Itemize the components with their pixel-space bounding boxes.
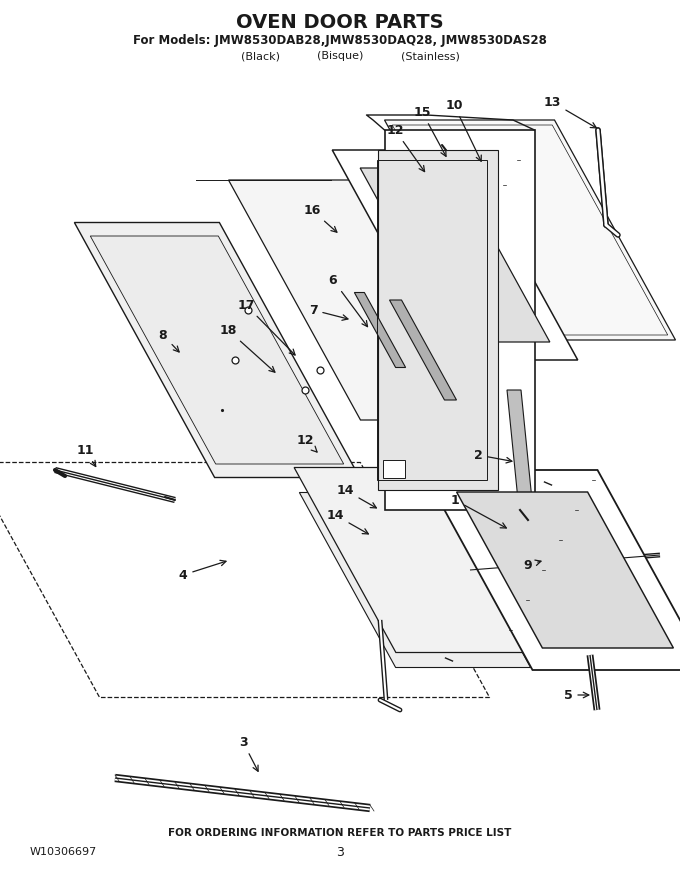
Text: 18: 18: [220, 324, 275, 372]
Polygon shape: [390, 300, 456, 400]
Polygon shape: [90, 236, 343, 464]
Text: 9: 9: [524, 559, 541, 571]
Text: (Black): (Black): [241, 51, 280, 61]
Polygon shape: [333, 150, 578, 360]
Polygon shape: [354, 292, 406, 368]
Text: 4: 4: [179, 561, 226, 582]
Text: 8: 8: [158, 328, 179, 352]
Text: 14: 14: [336, 483, 376, 508]
Polygon shape: [384, 130, 534, 510]
Text: 3: 3: [239, 736, 258, 771]
Text: (Bisque): (Bisque): [317, 51, 363, 61]
Text: 14: 14: [326, 509, 369, 534]
Polygon shape: [507, 390, 533, 510]
Text: 1: 1: [451, 494, 507, 528]
Polygon shape: [392, 125, 668, 335]
Text: 15: 15: [413, 106, 446, 157]
Text: 12: 12: [386, 123, 424, 172]
Text: FOR ORDERING INFORMATION REFER TO PARTS PRICE LIST: FOR ORDERING INFORMATION REFER TO PARTS …: [169, 828, 511, 838]
Polygon shape: [299, 493, 530, 668]
Polygon shape: [384, 120, 675, 340]
Text: 16: 16: [303, 203, 337, 232]
Text: 17: 17: [237, 298, 295, 355]
Bar: [382, 460, 405, 478]
Text: For Models: JMW8530DAB28,JMW8530DAQ28, JMW8530DAS28: For Models: JMW8530DAB28,JMW8530DAQ28, J…: [133, 33, 547, 47]
Text: 13: 13: [543, 96, 596, 128]
Polygon shape: [74, 223, 360, 478]
Polygon shape: [377, 150, 498, 490]
Text: 2: 2: [474, 449, 512, 463]
Text: 6: 6: [328, 274, 367, 326]
Text: 5: 5: [564, 688, 589, 701]
Text: 11: 11: [76, 444, 96, 466]
Text: 7: 7: [309, 304, 348, 320]
Polygon shape: [294, 467, 536, 652]
Polygon shape: [360, 168, 550, 342]
Text: 3: 3: [336, 846, 344, 859]
Polygon shape: [422, 470, 680, 670]
Text: OVEN DOOR PARTS: OVEN DOOR PARTS: [236, 12, 444, 32]
Polygon shape: [456, 492, 673, 648]
Text: (Stainless): (Stainless): [401, 51, 460, 61]
Text: 10: 10: [445, 99, 481, 161]
Polygon shape: [228, 180, 496, 420]
Text: W10306697: W10306697: [30, 847, 97, 857]
Text: 12: 12: [296, 434, 317, 452]
